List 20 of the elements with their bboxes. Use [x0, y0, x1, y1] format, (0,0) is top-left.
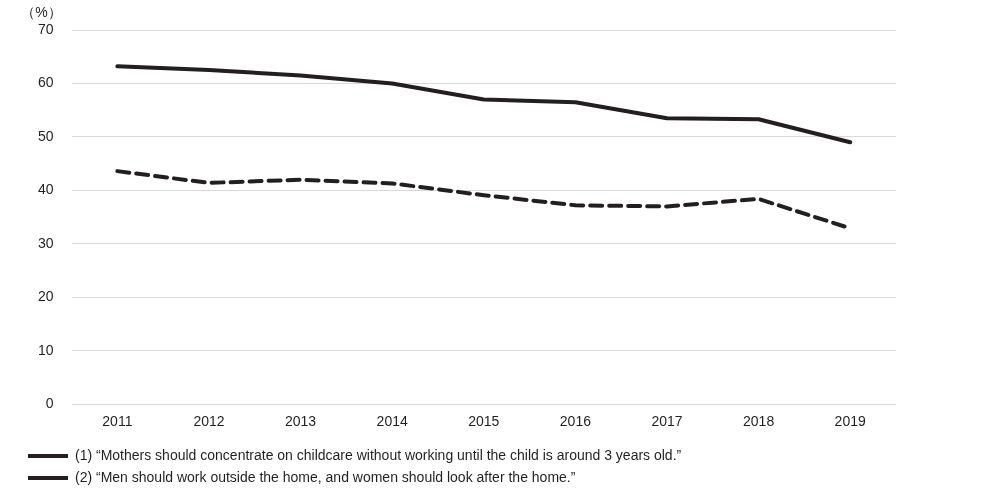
y-axis-title: （%） [21, 3, 62, 20]
x-tick-label: 2017 [651, 413, 683, 430]
x-tick-label: 2011 [102, 413, 133, 430]
x-tick-label: 2014 [376, 413, 408, 430]
x-tick-label: 2012 [193, 413, 225, 430]
y-tick-label: 30 [37, 234, 54, 251]
x-tick-label: 2019 [834, 413, 866, 430]
y-tick-label: 10 [37, 341, 54, 358]
y-tick-label: 0 [45, 395, 54, 412]
y-tick-label: 70 [37, 20, 54, 37]
legend-label: (1) “Mothers should concentrate on childcare without working until the child is around 3 years old.” [75, 446, 682, 463]
y-tick-label: 50 [37, 127, 54, 144]
x-tick-label: 2018 [743, 413, 775, 430]
x-tick-label: 2015 [468, 413, 500, 430]
y-tick-label: 60 [37, 74, 54, 91]
x-tick-label: 2013 [285, 413, 317, 430]
y-tick-label: 20 [37, 288, 54, 305]
x-tick-label: 2016 [559, 413, 592, 430]
y-tick-label: 40 [37, 181, 54, 198]
legend-label: (2) “Men should work outside the home, and women should look after the home.” [75, 468, 576, 485]
